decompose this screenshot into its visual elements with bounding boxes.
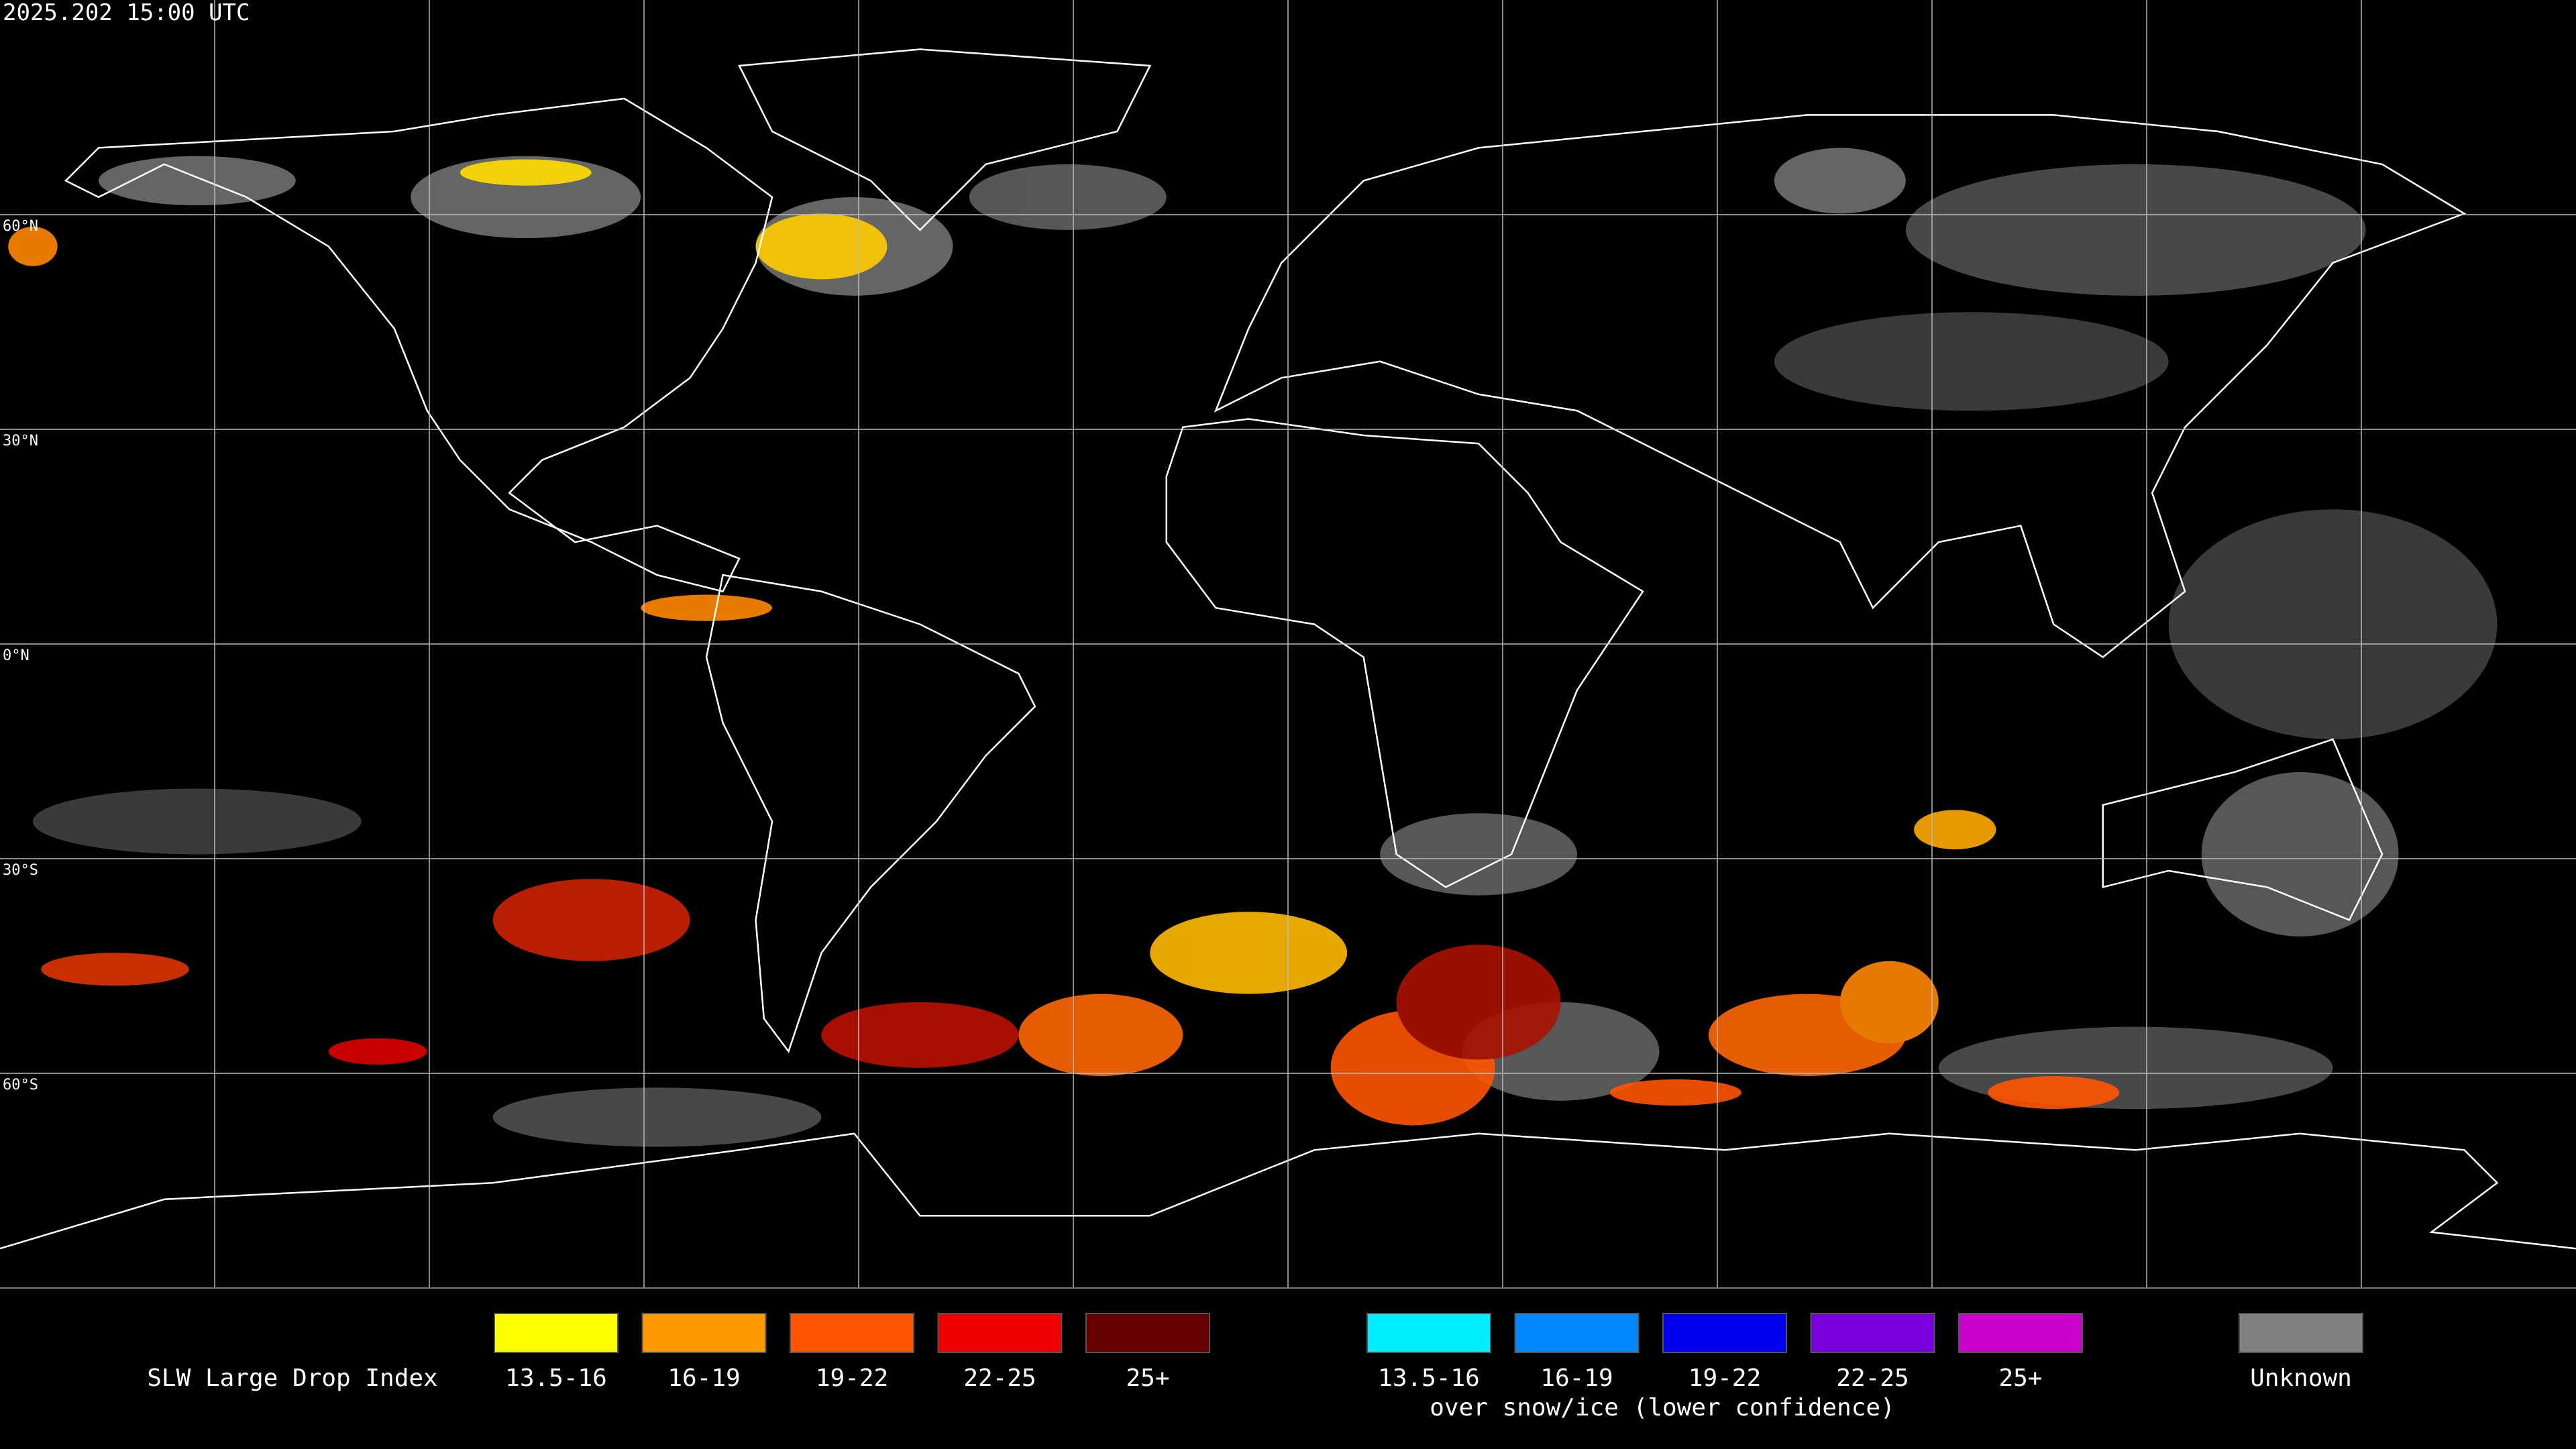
- legend-swatch: [937, 1313, 1063, 1353]
- legend-label: 13.5-16: [505, 1364, 607, 1392]
- legend-label: 19-22: [816, 1364, 888, 1392]
- legend-label: Unknown: [2250, 1364, 2352, 1392]
- latitude-label: 60°N: [3, 218, 38, 235]
- legend-swatch: [1514, 1313, 1640, 1353]
- legend-label: 25+: [1998, 1364, 2042, 1392]
- latitude-label: 0°N: [3, 647, 30, 664]
- legend-swatch: [1085, 1313, 1210, 1353]
- latitude-label: 30°N: [3, 433, 38, 449]
- legend-swatch: [494, 1313, 619, 1353]
- legend-swatch: [2239, 1313, 2363, 1353]
- legend-swatch: [1958, 1313, 2083, 1353]
- legend-label: 16-19: [667, 1364, 740, 1392]
- legend-swatch: [1662, 1313, 1787, 1353]
- legend-swatch: [790, 1313, 914, 1353]
- legend-swatch: [641, 1313, 767, 1353]
- legend-label: 22-25: [1836, 1364, 1909, 1392]
- legend-label: 16-19: [1540, 1364, 1613, 1392]
- legend-label: 19-22: [1688, 1364, 1761, 1392]
- legend-label: 13.5-16: [1378, 1364, 1480, 1392]
- drop-index-patches: [8, 159, 2120, 1126]
- legend: 13.5-16 16-19 19-22 22-25 25+ 13.5-16 16-19 19-…: [494, 1313, 2363, 1392]
- legend-label: 22-25: [963, 1364, 1036, 1392]
- legend-caption: over snow/ice (lower confidence): [1430, 1394, 1895, 1421]
- latitude-label: 60°S: [3, 1077, 38, 1093]
- legend-label: 25+: [1126, 1364, 1169, 1392]
- timestamp: 2025.202 15:00 UTC: [3, 0, 250, 26]
- graticule: 60°N 30°N 0°N 30°S 60°S: [0, 0, 2576, 1288]
- latitude-label: 30°S: [3, 862, 38, 879]
- map-imagery: [0, 49, 2576, 1248]
- coastlines: [0, 49, 2576, 1248]
- legend-title: SLW Large Drop Index: [147, 1364, 437, 1392]
- legend-swatch: [1810, 1313, 1935, 1353]
- legend-swatch: [1366, 1313, 1491, 1353]
